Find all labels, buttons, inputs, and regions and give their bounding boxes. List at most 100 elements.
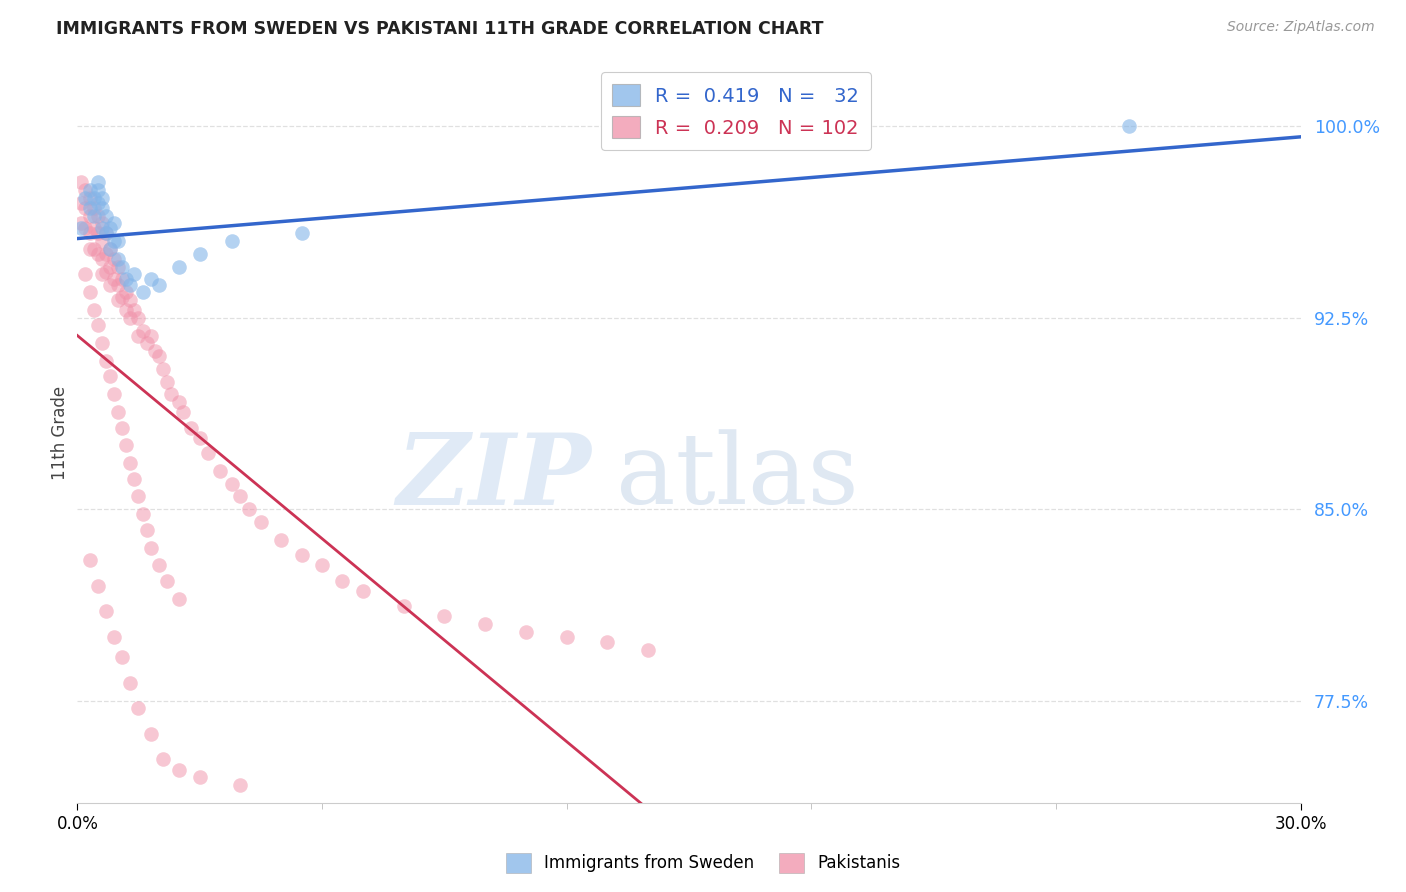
Point [156,574,179,588]
Point [79,242,101,256]
Point [90,201,112,215]
Point [70,176,93,190]
Point [115,303,138,318]
Point [79,285,101,300]
Point [79,183,101,197]
Point [70,195,93,210]
Point [148,349,170,363]
Point [148,277,170,292]
Point [75,201,97,215]
Point [103,252,125,266]
Point [79,553,101,567]
Point [139,272,162,286]
Point [131,285,153,300]
Point [188,770,211,784]
Point [75,221,97,235]
Point [127,310,149,325]
Point [111,260,134,274]
Point [87,195,110,210]
Point [250,515,273,529]
Point [94,209,117,223]
Point [156,375,179,389]
Point [197,446,219,460]
Legend: Immigrants from Sweden, Pakistanis: Immigrants from Sweden, Pakistanis [499,847,907,880]
Point [94,604,117,618]
Point [87,183,110,197]
Point [433,609,456,624]
Point [83,221,105,235]
Point [83,201,105,215]
Point [87,209,110,223]
Point [98,277,121,292]
Point [139,328,162,343]
Point [139,727,162,741]
Point [83,209,105,223]
Point [75,183,97,197]
Point [120,675,142,690]
Point [169,395,191,409]
Point [270,533,292,547]
Point [87,318,110,333]
Point [90,234,112,248]
Text: ZIP: ZIP [396,429,591,525]
Point [160,387,183,401]
Point [127,490,149,504]
Point [115,438,138,452]
Point [169,591,191,606]
Point [127,701,149,715]
Point [107,234,129,248]
Point [75,191,97,205]
Point [124,303,146,318]
Point [83,242,105,256]
Point [98,221,121,235]
Point [83,303,105,318]
Point [98,260,121,274]
Point [124,268,146,282]
Point [180,420,202,434]
Point [107,260,129,274]
Point [98,242,121,256]
Point [79,209,101,223]
Point [555,630,578,644]
Text: atlas: atlas [616,429,858,524]
Point [115,285,138,300]
Point [94,227,117,241]
Point [103,216,125,230]
Point [94,265,117,279]
Point [94,354,117,368]
Point [208,464,231,478]
Point [103,387,125,401]
Point [188,247,211,261]
Point [111,272,134,286]
Point [107,293,129,307]
Point [83,191,105,205]
Point [94,247,117,261]
Point [169,260,191,274]
Point [120,277,142,292]
Point [124,472,146,486]
Legend: R =  0.419   N =   32, R =  0.209   N = 102: R = 0.419 N = 32, R = 0.209 N = 102 [600,72,870,150]
Point [229,778,252,792]
Point [115,272,138,286]
Point [392,599,415,614]
Point [98,242,121,256]
Point [120,293,142,307]
Point [90,216,112,230]
Point [98,369,121,384]
Point [152,361,174,376]
Point [221,234,243,248]
Point [90,268,112,282]
Point [637,642,659,657]
Point [172,405,194,419]
Y-axis label: 11th Grade: 11th Grade [51,385,69,480]
Point [87,579,110,593]
Point [111,420,134,434]
Point [139,541,162,555]
Point [131,324,153,338]
Point [143,343,166,358]
Point [111,650,134,665]
Point [79,201,101,215]
Point [70,221,93,235]
Point [70,216,93,230]
Point [87,247,110,261]
